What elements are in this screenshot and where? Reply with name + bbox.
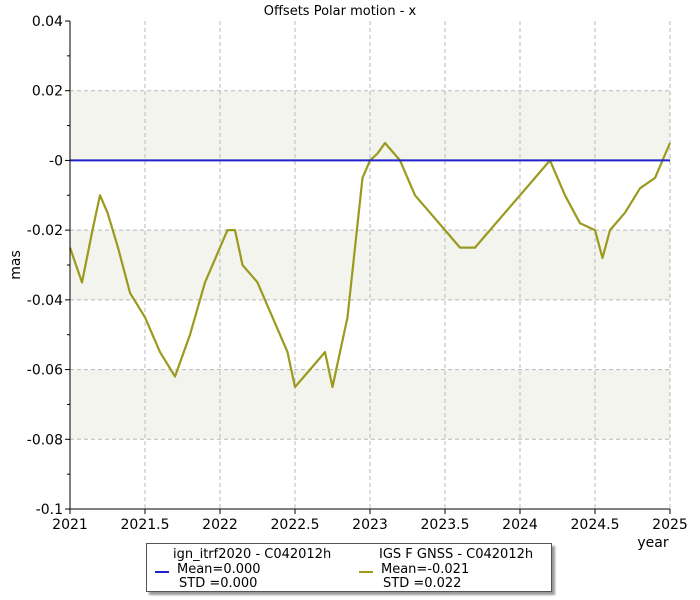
legend-std: STD =0.022 bbox=[383, 576, 462, 591]
y-tick-label: 0.02 bbox=[32, 84, 63, 100]
igs-series-line bbox=[68, 141, 672, 389]
y-tick-label: 0.04 bbox=[32, 14, 63, 30]
x-tick-label: 2024.5 bbox=[571, 517, 620, 533]
x-tick-label: 2025 bbox=[652, 517, 688, 533]
legend-mean: Mean=-0.021 bbox=[381, 562, 470, 577]
y-tick-label: -0.08 bbox=[27, 432, 63, 448]
legend-swatch-igs bbox=[359, 571, 373, 573]
x-tick-label: 2022 bbox=[202, 517, 238, 533]
x-axis-label: year bbox=[637, 535, 668, 551]
y-tick-label: -0.04 bbox=[27, 293, 63, 309]
x-tick-label: 2021 bbox=[52, 517, 88, 533]
y-tick-label: -0.06 bbox=[27, 363, 63, 379]
legend-series-name: IGS F GNSS - C042012h bbox=[379, 547, 534, 562]
y-tick-label: -0 bbox=[49, 153, 63, 169]
y-tick-label: -0.1 bbox=[36, 502, 63, 518]
chart-title: Offsets Polar motion - x bbox=[264, 4, 417, 19]
x-tick-label: 2023 bbox=[352, 517, 388, 533]
legend-series-name: ign_itrf2020 - C042012h bbox=[173, 547, 332, 562]
x-tick-label: 2023.5 bbox=[421, 517, 470, 533]
y-tick-label: -0.02 bbox=[27, 223, 63, 239]
data-series bbox=[68, 141, 672, 389]
x-tick-label: 2022.5 bbox=[271, 517, 320, 533]
legend-mean: Mean=0.000 bbox=[177, 562, 261, 577]
y-axis-label: mas bbox=[8, 250, 24, 280]
legend-std: STD =0.000 bbox=[179, 576, 258, 591]
x-tick-label: 2024 bbox=[502, 517, 538, 533]
legend-swatch-ref bbox=[155, 571, 169, 573]
tick-labels: 2021 2021.5 2022 2022.5 2023 2023.5 2024 2024.5… bbox=[27, 14, 688, 533]
x-tick-label: 2021.5 bbox=[121, 517, 170, 533]
legend: ign_itrf2020 - C042012h Mean=0.000 STD =… bbox=[146, 543, 552, 592]
